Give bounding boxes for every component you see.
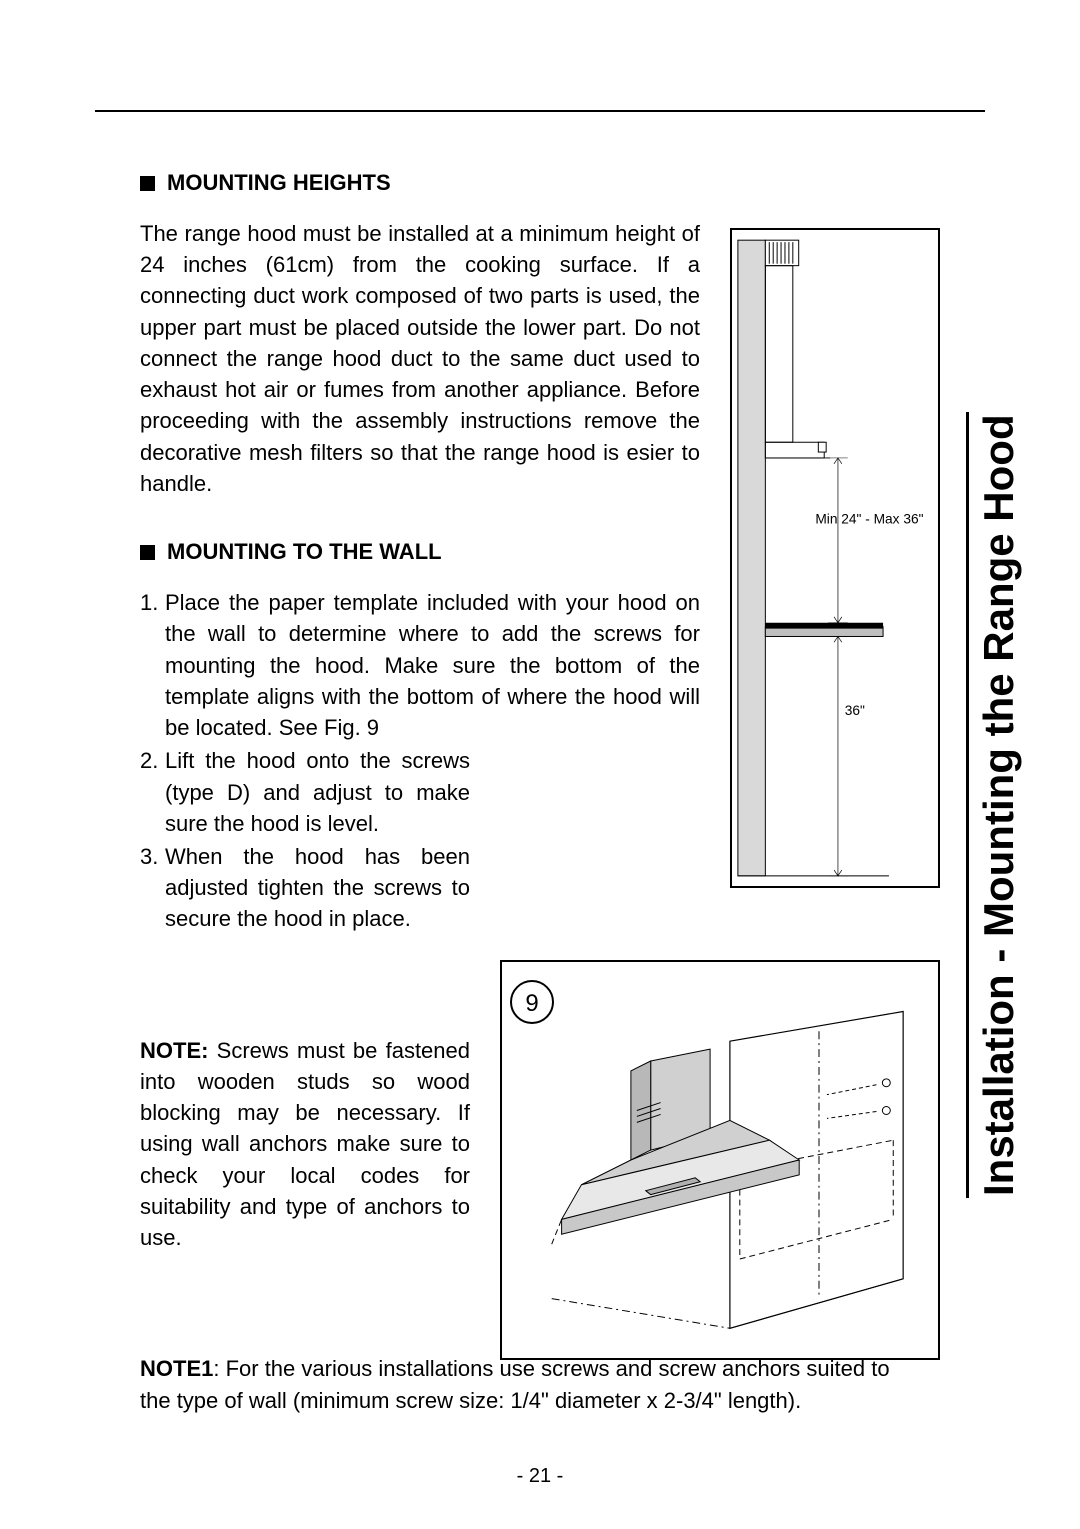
page: MOUNTING HEIGHTS The range hood must be … xyxy=(0,0,1080,1529)
top-rule xyxy=(95,110,985,112)
list-number: 3. xyxy=(140,841,165,935)
side-section-label: Installation - Mounting the Range Hood xyxy=(924,158,980,1198)
list-number: 1. xyxy=(140,587,165,743)
heading-text: MOUNTING HEIGHTS xyxy=(167,170,391,196)
list-number: 2. xyxy=(140,745,165,839)
heading-text: MOUNTING TO THE WALL xyxy=(167,539,442,565)
note1-label: NOTE1 xyxy=(140,1356,213,1381)
note1-paragraph: NOTE1: For the various installations use… xyxy=(140,1353,895,1415)
bullet-square-icon xyxy=(140,545,155,560)
note-text: Screws must be fastened into wooden stud… xyxy=(140,1038,470,1250)
note1-text: : For the various installations use scre… xyxy=(140,1356,890,1412)
page-number: - 21 - xyxy=(0,1465,1080,1488)
figure-9 xyxy=(500,960,940,1360)
clearance-label: Min 24" - Max 36" xyxy=(815,512,923,527)
bullet-square-icon xyxy=(140,176,155,191)
list-text: When the hood has been adjusted tighten … xyxy=(165,841,470,935)
section-heading-mounting-heights: MOUNTING HEIGHTS xyxy=(140,170,900,196)
list-text: Place the paper template included with y… xyxy=(165,587,700,743)
note-label: NOTE: xyxy=(140,1038,208,1063)
height-label: 36" xyxy=(845,703,865,718)
note-paragraph: NOTE: Screws must be fastened into woode… xyxy=(140,1035,470,1254)
side-label-text: Installation - Mounting the Range Hood xyxy=(966,412,1023,1198)
mounting-heights-paragraph: The range hood must be installed at a mi… xyxy=(140,218,700,499)
list-text: Lift the hood onto the screws (type D) a… xyxy=(165,745,470,839)
figure-mounting-heights: Min 24" - Max 36" 36" xyxy=(730,228,940,888)
